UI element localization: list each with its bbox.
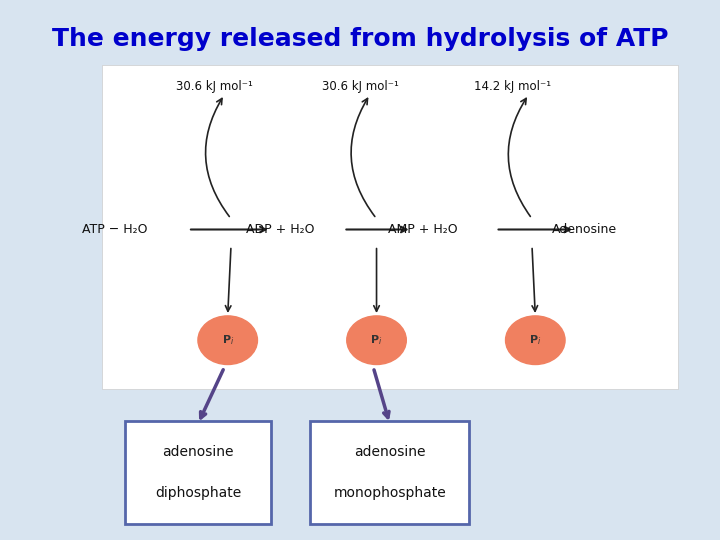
- Text: AMP + H₂O: AMP + H₂O: [388, 223, 458, 236]
- Text: ADP + H₂O: ADP + H₂O: [246, 223, 315, 236]
- Text: diphosphate: diphosphate: [155, 485, 241, 500]
- Text: Adenosine: Adenosine: [552, 223, 618, 236]
- Text: 30.6 kJ mol⁻¹: 30.6 kJ mol⁻¹: [322, 80, 398, 93]
- Circle shape: [347, 316, 406, 364]
- Text: 14.2 kJ mol⁻¹: 14.2 kJ mol⁻¹: [474, 80, 551, 93]
- Circle shape: [505, 316, 565, 364]
- FancyBboxPatch shape: [125, 421, 271, 524]
- Text: The energy released from hydrolysis of ATP: The energy released from hydrolysis of A…: [52, 27, 668, 51]
- Circle shape: [198, 316, 258, 364]
- Text: P$_i$: P$_i$: [222, 333, 234, 347]
- Text: adenosine: adenosine: [354, 446, 426, 460]
- Text: P$_i$: P$_i$: [370, 333, 383, 347]
- FancyBboxPatch shape: [102, 65, 678, 389]
- Text: P$_i$: P$_i$: [529, 333, 541, 347]
- Text: 30.6 kJ mol⁻¹: 30.6 kJ mol⁻¹: [176, 80, 253, 93]
- Text: adenosine: adenosine: [162, 446, 234, 460]
- FancyBboxPatch shape: [310, 421, 469, 524]
- Text: ATP − H₂O: ATP − H₂O: [83, 223, 148, 236]
- Text: monophosphate: monophosphate: [333, 485, 446, 500]
